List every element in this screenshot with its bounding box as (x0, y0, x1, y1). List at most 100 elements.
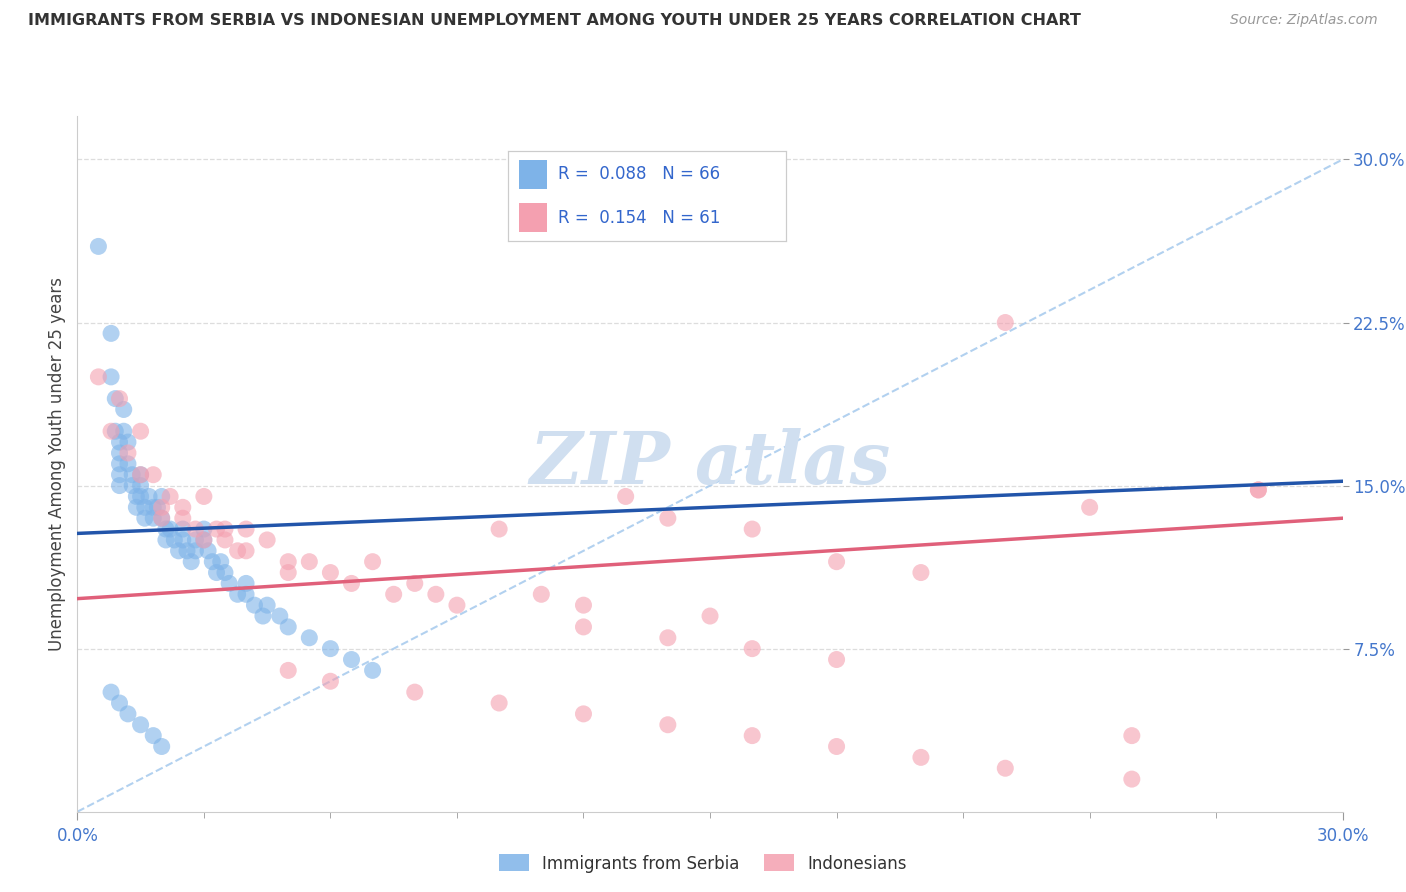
Point (117, 435, 139, 450)
Point (361, 555, 384, 569)
Point (614, 490, 637, 504)
Point (741, 641, 763, 656)
Point (100, 326, 122, 341)
Point (150, 511, 173, 525)
Point (319, 641, 342, 656)
Point (184, 533, 207, 547)
Point (176, 544, 198, 558)
Text: ZIP atlas: ZIP atlas (530, 428, 890, 500)
Point (340, 576, 363, 591)
Point (172, 533, 194, 547)
Point (100, 424, 122, 438)
Point (235, 544, 257, 558)
Point (155, 522, 177, 536)
Point (129, 467, 152, 482)
Point (209, 555, 232, 569)
Point (298, 631, 321, 645)
Point (1121, 772, 1143, 786)
Point (530, 587, 553, 601)
Point (125, 490, 148, 504)
Point (150, 490, 173, 504)
Point (1247, 483, 1270, 497)
Point (100, 685, 122, 699)
Point (129, 478, 152, 492)
Point (104, 424, 127, 438)
Point (112, 402, 135, 417)
Point (197, 544, 219, 558)
Point (214, 533, 236, 547)
FancyBboxPatch shape (519, 160, 547, 189)
Point (108, 446, 131, 460)
Point (214, 566, 236, 580)
Point (129, 424, 152, 438)
Point (108, 696, 131, 710)
Point (269, 609, 291, 624)
Point (104, 392, 127, 406)
Point (572, 706, 595, 721)
Point (361, 664, 384, 678)
Point (193, 533, 215, 547)
Point (825, 555, 848, 569)
Point (172, 522, 194, 536)
Text: Source: ZipAtlas.com: Source: ZipAtlas.com (1230, 13, 1378, 28)
Point (825, 652, 848, 666)
Point (572, 598, 595, 612)
Point (108, 467, 131, 482)
Point (142, 729, 165, 743)
Point (201, 555, 224, 569)
Point (235, 576, 257, 591)
Point (319, 674, 342, 689)
Point (193, 522, 215, 536)
Point (193, 490, 215, 504)
Point (150, 511, 173, 525)
Point (146, 500, 169, 515)
Y-axis label: Unemployment Among Youth under 25 years: Unemployment Among Youth under 25 years (48, 277, 66, 651)
Point (87, 369, 110, 384)
Point (108, 392, 131, 406)
Point (108, 457, 131, 471)
Point (159, 490, 181, 504)
Point (184, 544, 207, 558)
Point (277, 555, 299, 569)
Point (741, 729, 763, 743)
Point (994, 316, 1017, 330)
Point (121, 467, 143, 482)
Point (184, 522, 207, 536)
Point (108, 435, 131, 450)
Point (488, 522, 510, 536)
Point (218, 576, 240, 591)
Point (117, 446, 139, 460)
Point (180, 555, 202, 569)
Point (172, 500, 194, 515)
Point (117, 706, 139, 721)
Point (699, 609, 721, 624)
Point (994, 761, 1017, 775)
Text: R =  0.088   N = 66: R = 0.088 N = 66 (558, 165, 720, 183)
Point (235, 522, 257, 536)
Point (298, 555, 321, 569)
Point (1121, 729, 1143, 743)
Point (825, 739, 848, 754)
Point (404, 685, 426, 699)
Point (150, 500, 173, 515)
Point (163, 533, 186, 547)
Point (277, 566, 299, 580)
Point (214, 522, 236, 536)
Point (657, 717, 679, 731)
Point (142, 500, 165, 515)
Point (910, 566, 932, 580)
Point (205, 522, 228, 536)
Point (404, 576, 426, 591)
Point (159, 522, 181, 536)
Point (226, 544, 249, 558)
Text: IMMIGRANTS FROM SERBIA VS INDONESIAN UNEMPLOYMENT AMONG YOUTH UNDER 25 YEARS COR: IMMIGRANTS FROM SERBIA VS INDONESIAN UNE… (28, 13, 1081, 29)
FancyBboxPatch shape (519, 203, 547, 232)
Point (1247, 483, 1270, 497)
Point (340, 652, 363, 666)
Point (155, 533, 177, 547)
Legend: Immigrants from Serbia, Indonesians: Immigrants from Serbia, Indonesians (492, 847, 914, 880)
Point (134, 500, 156, 515)
Point (167, 544, 190, 558)
Point (277, 620, 299, 634)
Point (205, 566, 228, 580)
